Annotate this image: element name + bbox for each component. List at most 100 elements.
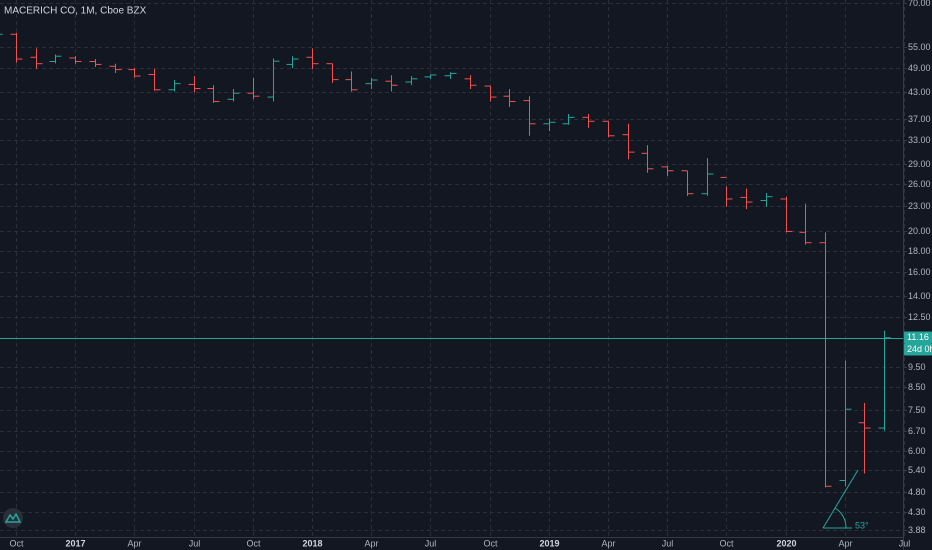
ohlc-bar [582, 113, 595, 128]
ohlc-bar [444, 72, 457, 79]
ohlc-bar [247, 78, 260, 100]
ohlc-bar [839, 360, 852, 487]
grid [0, 0, 905, 537]
ohlc-bar [188, 76, 201, 93]
ohlc-bar [858, 403, 871, 474]
y-tick-label: 14.00 [908, 291, 931, 301]
y-tick-label: 20.00 [908, 226, 931, 236]
y-tick-label: 16.00 [908, 267, 931, 277]
ohlc-bar [168, 80, 181, 92]
ohlc-bar [207, 85, 220, 103]
annotation-label: 53° [855, 520, 869, 530]
x-tick-label: Oct [719, 538, 734, 548]
ohlc-bar [740, 188, 753, 210]
y-tick-label: 43.00 [908, 87, 931, 97]
ohlc-bar [227, 88, 240, 102]
ohlc-bar [69, 56, 82, 64]
ohlc-bar [0, 33, 3, 35]
ohlc-bar [424, 74, 437, 79]
ohlc-bar [306, 48, 319, 70]
x-tick-label: 2018 [302, 538, 322, 548]
y-tick-label: 29.00 [908, 159, 931, 169]
ohlc-bar [49, 54, 62, 64]
x-tick-label: Apr [601, 538, 615, 548]
x-tick-label: Oct [483, 538, 498, 548]
ohlc-bar [641, 145, 654, 173]
ohlc-bar [385, 75, 398, 92]
logo[interactable] [3, 508, 23, 528]
ohlc-bar [89, 59, 102, 67]
ohlc-bar [30, 48, 43, 69]
ohlc-bar [345, 71, 358, 92]
ohlc-bar [562, 113, 575, 125]
y-tick-label: 33.00 [908, 135, 931, 145]
y-tick-label: 6.70 [908, 426, 926, 436]
ohlc-bar [148, 68, 161, 91]
x-tick-label: 2020 [776, 538, 796, 548]
y-tick-label: 37.00 [908, 114, 931, 124]
x-tick-label: Oct [246, 538, 261, 548]
ohlc-bar [799, 203, 812, 245]
y-tick-label: 7.50 [908, 405, 926, 415]
y-tick-label: 6.00 [908, 446, 926, 456]
x-tick-label: Oct [9, 538, 24, 548]
ohlc-bar [523, 96, 536, 136]
ohlc-bar [602, 120, 615, 138]
ohlc-bar [622, 123, 635, 160]
annotation-line [822, 469, 859, 529]
y-tick-label: 5.40 [908, 465, 926, 475]
countdown-label: 24d 0h [907, 344, 932, 354]
y-tick-label: 18.00 [908, 246, 931, 256]
x-tick-label: Jul [425, 538, 437, 548]
ohlc-bar [661, 165, 674, 177]
ohlc-bar [720, 176, 733, 207]
ohlc-bar [681, 170, 694, 196]
x-tick-label: Jul [899, 538, 911, 548]
y-tick-label: 70.00 [908, 0, 931, 8]
ohlc-bar [10, 32, 23, 63]
ohlc-bar [819, 232, 832, 488]
ohlc-bar [267, 58, 280, 102]
x-tick-label: Apr [364, 538, 378, 548]
logo-icon[interactable] [4, 512, 22, 523]
x-tick-label: Apr [127, 538, 141, 548]
ohlc-bar [760, 192, 773, 207]
ohlc-bar [543, 118, 556, 131]
ohlc-bar [326, 63, 339, 83]
y-tick-label: 12.50 [908, 312, 931, 322]
ohlc-bar [286, 56, 299, 69]
x-tick-label: Jul [189, 538, 201, 548]
y-tick-label: 8.50 [908, 382, 926, 392]
ohlc-bar [484, 85, 497, 102]
y-tick-label: 49.00 [908, 63, 931, 73]
x-tick-label: Jul [662, 538, 674, 548]
axes: 70.00 55.00 49.00 43.00 37.00 33.00 29.00 26.00… [9, 0, 932, 548]
x-tick-label: Apr [838, 538, 852, 548]
x-tick-label: 2019 [539, 538, 559, 548]
ohlc-bar [464, 75, 477, 89]
y-tick-label: 55.00 [908, 42, 931, 52]
angle-annotation: 53° [822, 469, 869, 530]
last-price-box [904, 331, 932, 344]
x-tick-label: 2017 [65, 538, 85, 548]
chart-title: MACERICH CO, 1M, Cboe BZX [4, 6, 147, 17]
ohlc-bar [503, 88, 516, 107]
annotation-arc [834, 507, 847, 529]
ohlc-bar [701, 158, 714, 196]
ohlc-bar [878, 330, 891, 431]
countdown-box [904, 343, 932, 356]
y-tick-label: 26.00 [908, 179, 931, 189]
y-tick-label: 4.30 [908, 507, 926, 517]
ohlc-bar [109, 63, 122, 74]
ohlc-bar [780, 196, 793, 233]
price-bars: 53° [0, 32, 903, 530]
ohlc-bar [365, 78, 378, 89]
y-tick-label: 3.88 [908, 525, 926, 535]
y-tick-label: 23.00 [908, 201, 931, 211]
last-price-label: 11.16 [907, 332, 929, 342]
ohlc-bar [405, 76, 418, 86]
ohlc-bar [128, 68, 141, 78]
y-tick-label: 4.80 [908, 487, 926, 497]
